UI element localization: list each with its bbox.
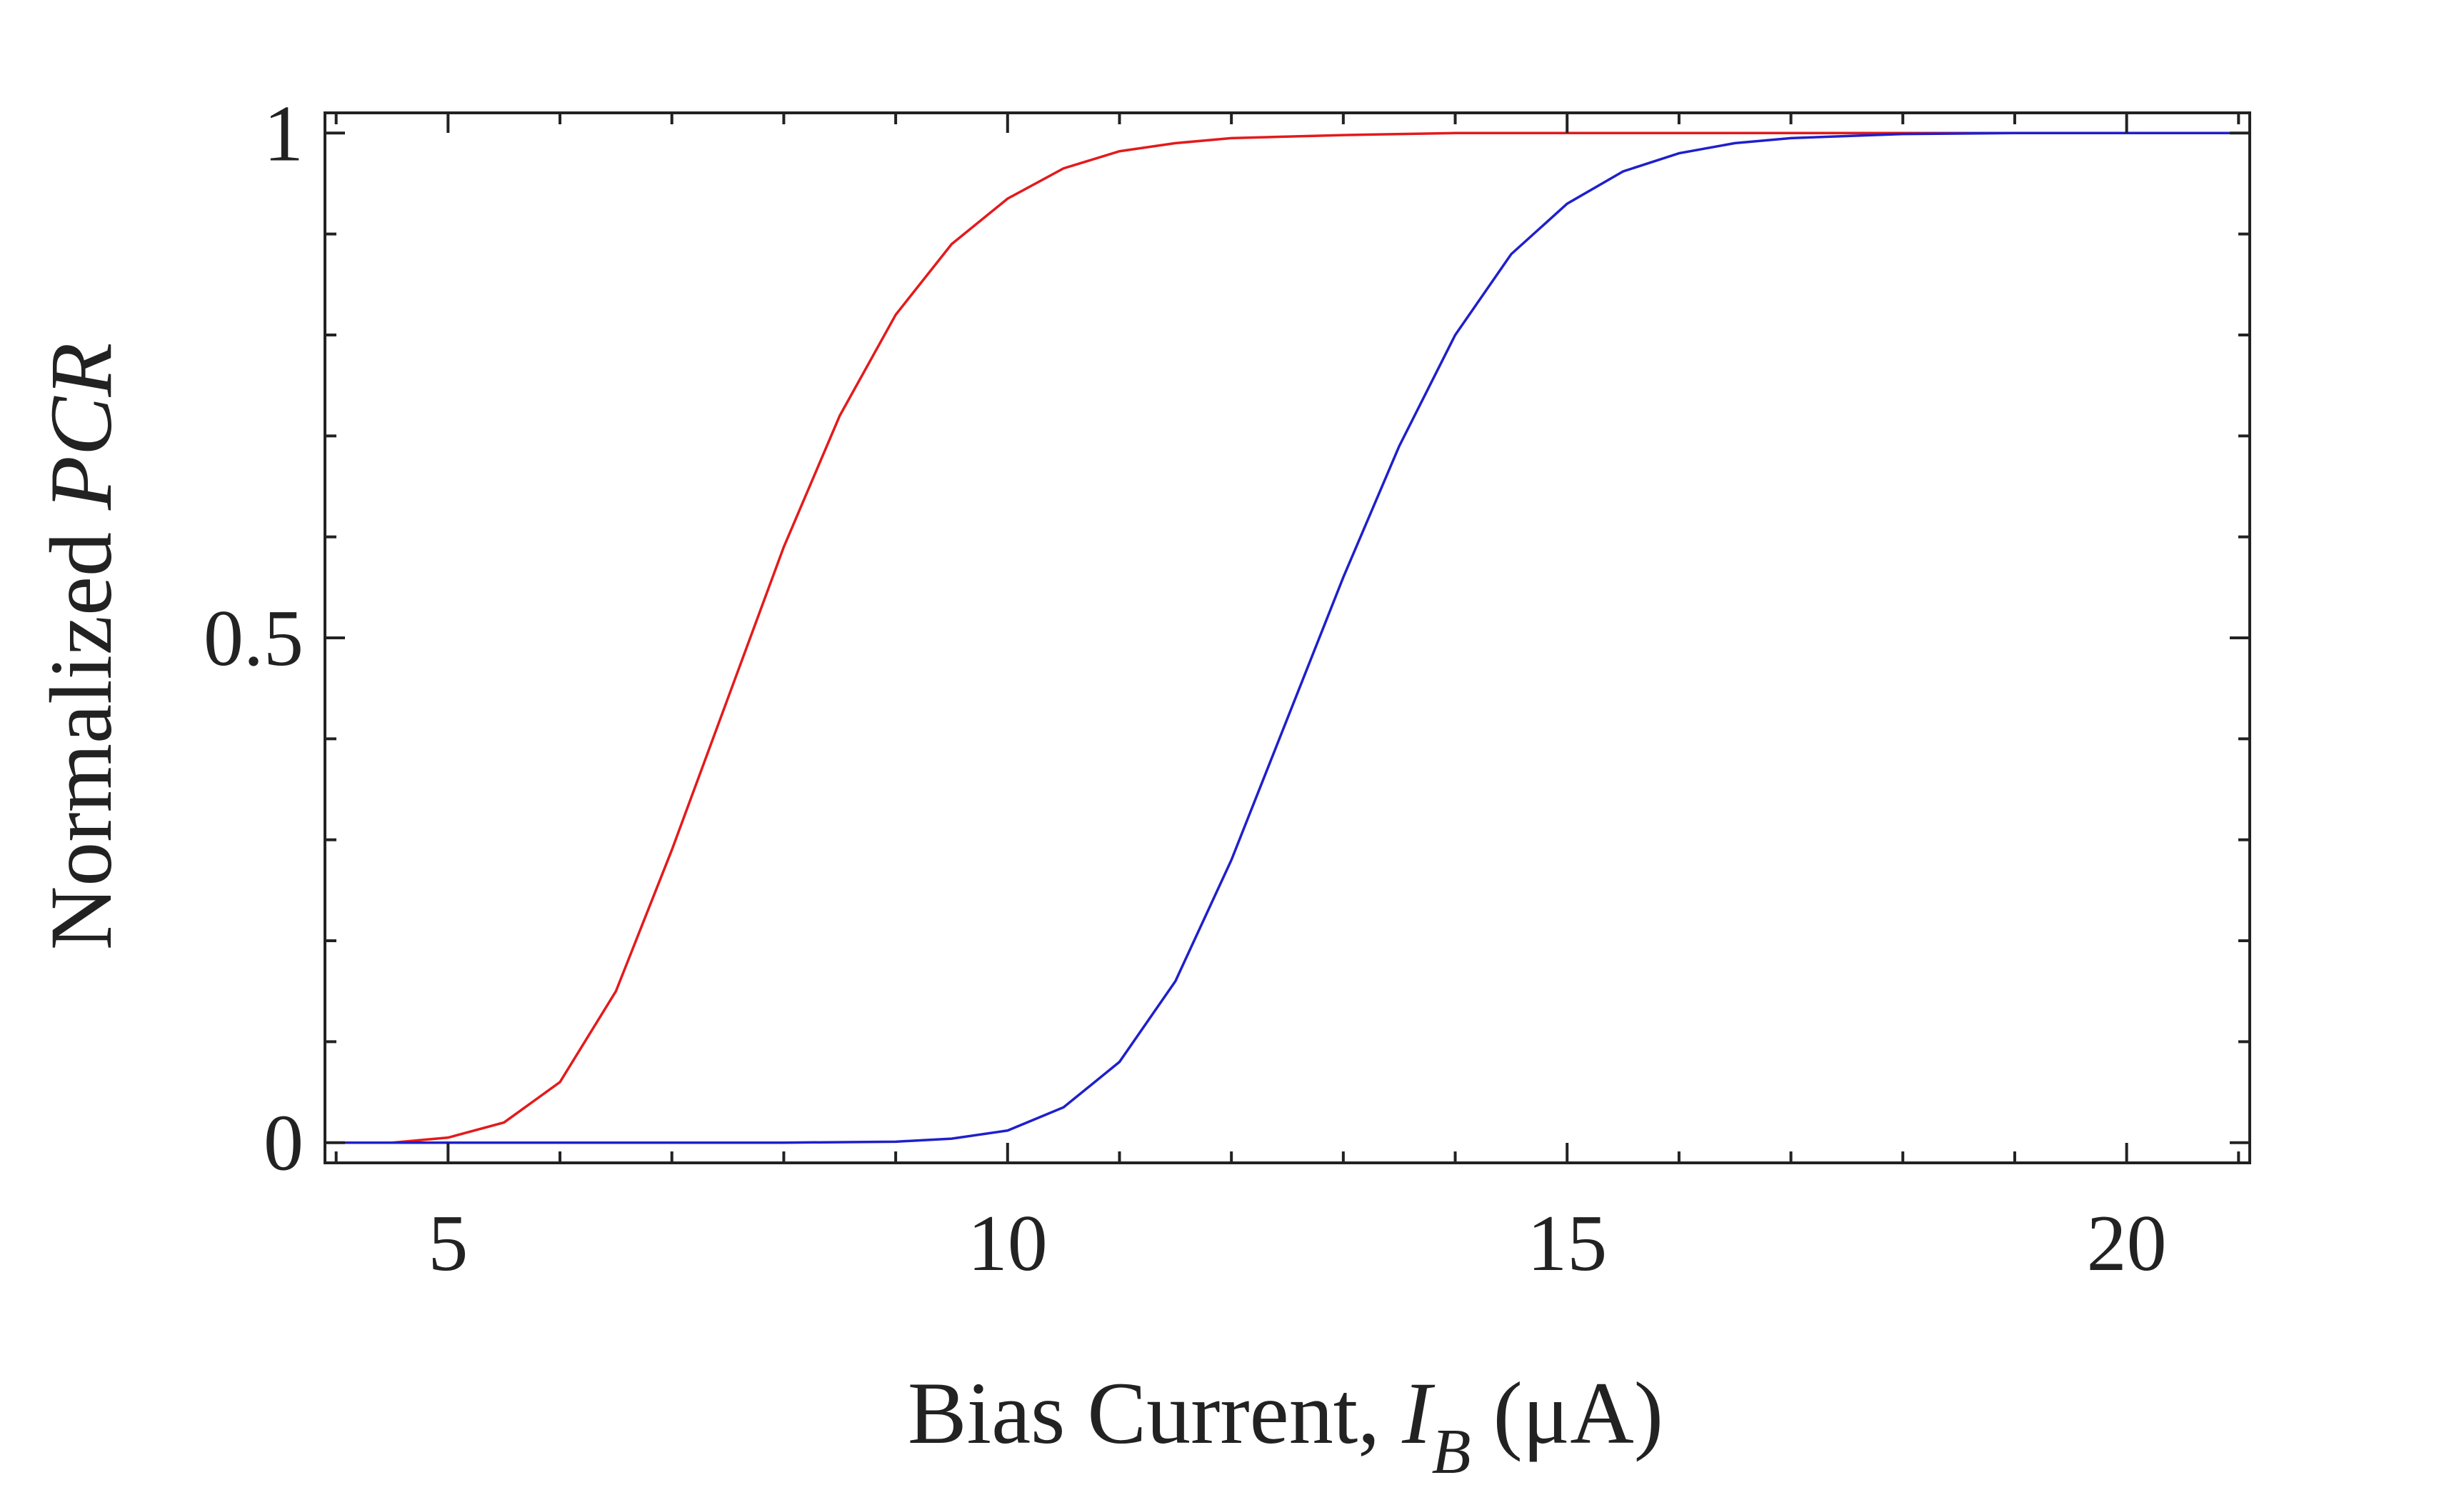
series-line-2	[325, 131, 2250, 1144]
y-axis-label: Normalized PCR	[32, 343, 130, 951]
plot-area	[325, 131, 2250, 1144]
y-axis-label-text: Normalized	[32, 510, 130, 950]
x-axis-label-unit: (μA)	[1471, 1364, 1663, 1462]
plot-frame	[324, 111, 2251, 1164]
x-tick-label: 10	[968, 1199, 1048, 1288]
x-tick-label: 5	[428, 1199, 468, 1288]
x-axis-label: Bias Current, IB (μA)	[908, 1364, 1663, 1487]
x-axis-label-text: Bias Current,	[908, 1364, 1402, 1462]
y-axis-label-variable: PCR	[32, 343, 130, 511]
y-tick-label: 0.5	[204, 594, 304, 683]
y-tick-label: 0	[264, 1099, 304, 1188]
x-tick-label: 15	[1527, 1199, 1607, 1288]
x-axis-label-variable: I	[1401, 1364, 1436, 1462]
tick-marks	[325, 113, 2250, 1163]
x-axis-label-subscript: B	[1431, 1416, 1471, 1487]
y-tick-label: 1	[264, 89, 304, 178]
tick-labels: 5 10 15 20 0 0.5 1	[204, 89, 2167, 1288]
x-tick-label: 20	[2087, 1199, 2167, 1288]
series-line-1	[325, 131, 2250, 1144]
